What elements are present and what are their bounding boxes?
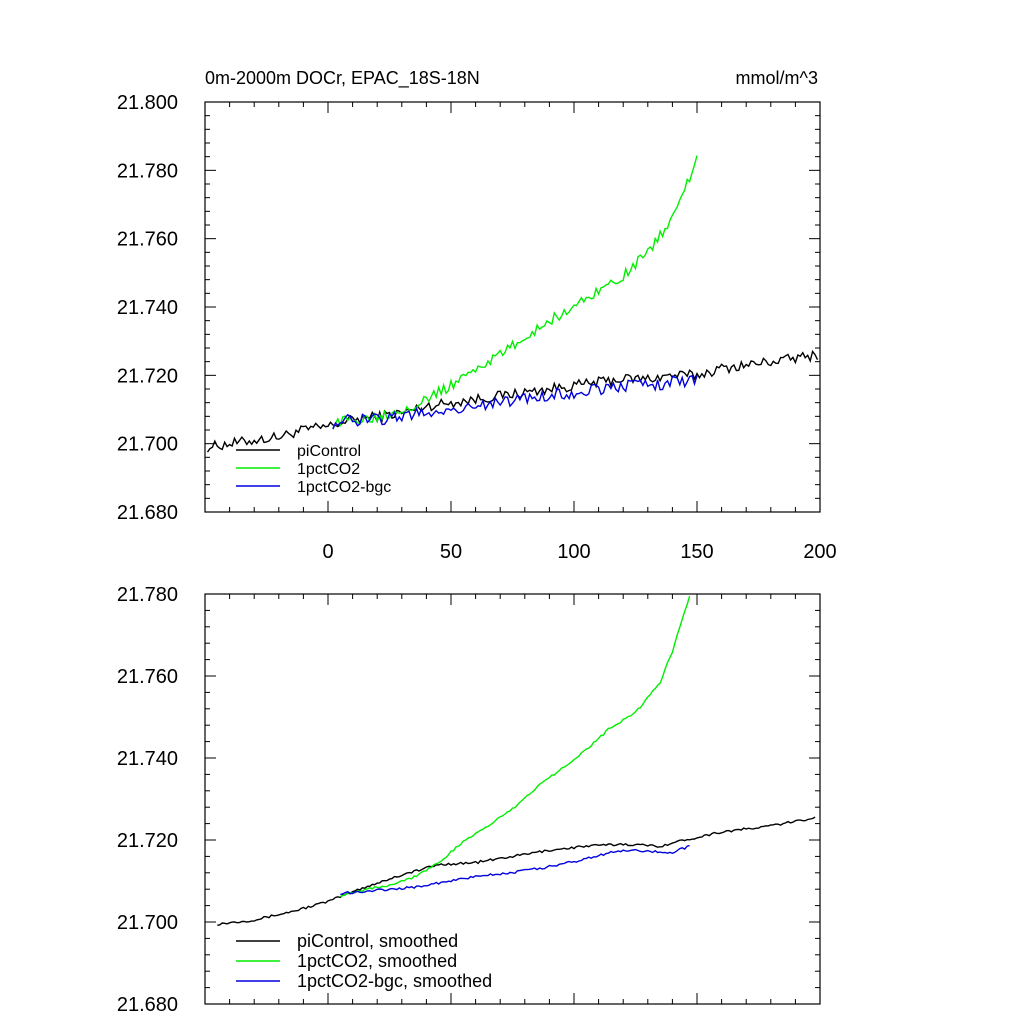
y-tick-label: 21.740 [117, 748, 178, 770]
y-tick-label: 21.700 [117, 912, 178, 934]
top-panel: 21.680 21.700 21.720 21.740 21.760 21.780 21.8… [117, 68, 837, 563]
series-line-1pctco2 [332, 155, 698, 429]
x-tick-label: 100 [557, 541, 590, 563]
y-tick-label: 21.800 [117, 92, 178, 114]
legend-label: piControl, smoothed [297, 931, 458, 951]
series-line-picontrol [206, 349, 819, 453]
x-tick-label: 150 [680, 541, 713, 563]
x-tick-label: 50 [440, 541, 462, 563]
y-tick-label: 21.680 [117, 994, 178, 1016]
series-line-1pctco2-bgc-smoothed [340, 844, 690, 896]
chart-title: 0m-2000m DOCr, EPAC_18S-18N [205, 68, 480, 89]
plot-frame [204, 593, 821, 1005]
units-label: mmol/m^3 [736, 68, 818, 88]
y-tick-label: 21.780 [117, 584, 178, 606]
y-tick-label: 21.760 [117, 666, 178, 688]
legend-label: 1pctCO2-bgc, smoothed [297, 971, 492, 991]
bottom-panel: 21.680 21.700 21.720 21.740 21.760 21.780 piCo… [117, 584, 821, 1016]
y-tick-label: 21.740 [117, 297, 178, 319]
legend-label: 1pctCO2-bgc [297, 479, 391, 496]
y-tick-label: 21.700 [117, 434, 178, 456]
y-tick-label: 21.760 [117, 229, 178, 251]
legend-label: 1pctCO2 [297, 461, 360, 478]
y-tick-label: 21.780 [117, 160, 178, 182]
series-line-1pctco2-smoothed [340, 595, 691, 898]
x-tick-label: 200 [803, 541, 836, 563]
x-tick-label: 0 [322, 541, 333, 563]
y-tick-label: 21.720 [117, 365, 178, 387]
series-line-picontrol-smoothed [217, 816, 816, 926]
y-tick-label: 21.720 [117, 830, 178, 852]
legend-label: 1pctCO2, smoothed [297, 951, 457, 971]
legend-label: piControl [297, 443, 361, 460]
series-line-1pctco2-bgc [332, 374, 698, 430]
y-tick-label: 21.680 [117, 502, 178, 524]
